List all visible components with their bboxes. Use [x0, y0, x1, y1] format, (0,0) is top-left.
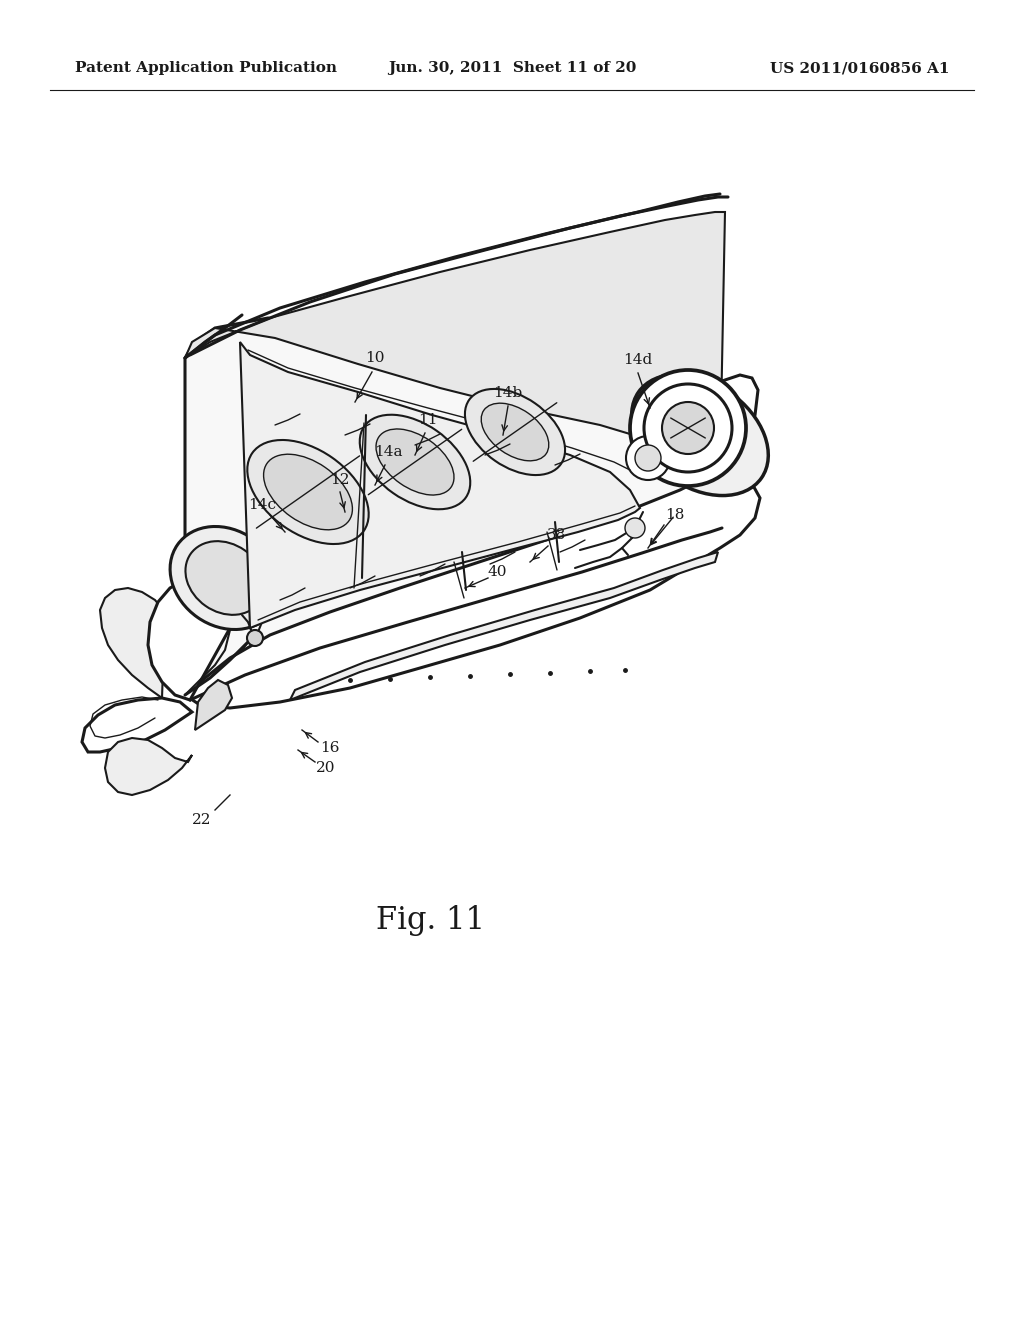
Ellipse shape — [248, 440, 369, 544]
Text: 20: 20 — [316, 762, 336, 775]
Ellipse shape — [481, 403, 549, 461]
Polygon shape — [290, 552, 718, 700]
Ellipse shape — [170, 527, 280, 630]
Text: 16: 16 — [321, 741, 340, 755]
Circle shape — [626, 436, 670, 480]
Circle shape — [644, 384, 732, 473]
Text: US 2011/0160856 A1: US 2011/0160856 A1 — [770, 61, 950, 75]
Text: 40: 40 — [487, 565, 507, 579]
Polygon shape — [105, 738, 193, 795]
Circle shape — [635, 445, 662, 471]
Polygon shape — [195, 680, 232, 730]
Text: Jun. 30, 2011  Sheet 11 of 20: Jun. 30, 2011 Sheet 11 of 20 — [388, 61, 636, 75]
Text: 12: 12 — [331, 473, 350, 487]
Polygon shape — [185, 318, 720, 696]
Circle shape — [247, 630, 263, 645]
Text: 18: 18 — [666, 508, 685, 521]
Text: 14d: 14d — [624, 352, 652, 367]
Text: 14b: 14b — [494, 385, 522, 400]
Ellipse shape — [376, 429, 454, 495]
Circle shape — [662, 403, 714, 454]
Text: 14a: 14a — [374, 445, 402, 459]
Polygon shape — [100, 587, 165, 698]
Polygon shape — [240, 342, 640, 628]
Polygon shape — [165, 375, 760, 708]
Text: 10: 10 — [366, 351, 385, 366]
Polygon shape — [82, 698, 193, 752]
Circle shape — [625, 517, 645, 539]
Ellipse shape — [359, 414, 470, 510]
Circle shape — [630, 370, 746, 486]
Polygon shape — [185, 213, 725, 469]
Polygon shape — [148, 579, 230, 700]
Ellipse shape — [632, 375, 768, 495]
Text: 14c: 14c — [248, 498, 276, 512]
Ellipse shape — [465, 389, 565, 475]
Ellipse shape — [185, 541, 264, 615]
Text: 38: 38 — [548, 528, 566, 543]
Text: Patent Application Publication: Patent Application Publication — [75, 61, 337, 75]
Ellipse shape — [263, 454, 352, 529]
Text: Fig. 11: Fig. 11 — [376, 904, 484, 936]
Text: 22: 22 — [193, 813, 212, 828]
Text: 11: 11 — [418, 413, 437, 426]
